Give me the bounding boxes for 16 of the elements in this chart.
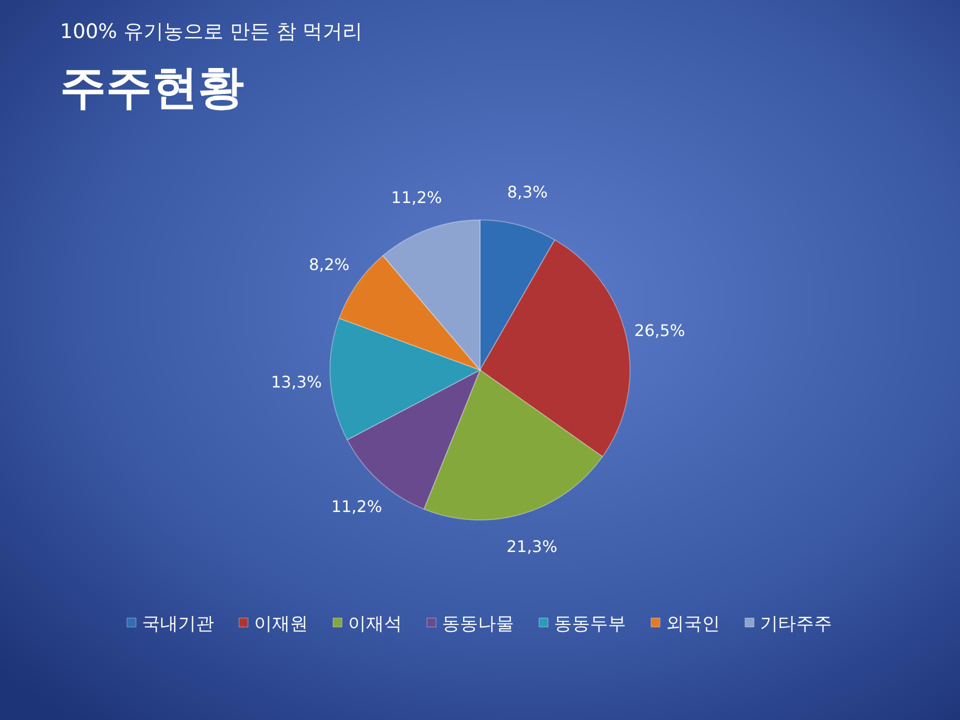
legend-label: 기타주주	[760, 614, 832, 634]
legend-label: 동동나물	[442, 614, 514, 634]
legend-label: 국내기관	[142, 614, 214, 634]
legend-label: 동동두부	[554, 614, 626, 634]
data-label: 8,2%	[308, 255, 350, 274]
data-label: 13,3%	[270, 372, 322, 392]
legend-label: 이재석	[348, 614, 402, 634]
data-label: 11,2%	[391, 188, 442, 207]
data-label: 11,2%	[331, 496, 382, 516]
chart-subtitle: 100% 유기농으로 만든 참 먹거리	[60, 19, 363, 43]
data-label: 21,3%	[506, 537, 558, 556]
legend-label: 이재원	[254, 614, 308, 634]
legend-label: 외국인	[666, 614, 720, 634]
data-label: 26,5%	[634, 320, 686, 340]
chart-title: 주주현황	[60, 60, 244, 114]
data-label: 8,3%	[507, 182, 548, 202]
